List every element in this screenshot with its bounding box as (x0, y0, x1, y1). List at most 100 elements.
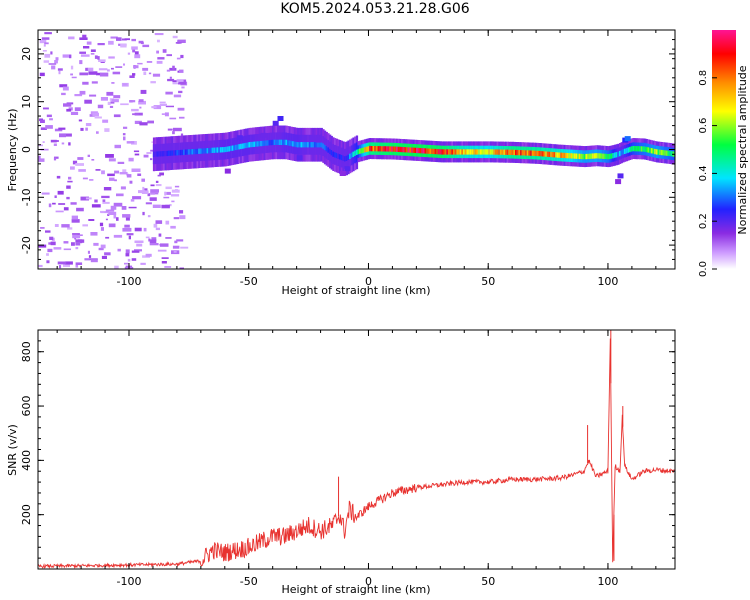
spectrogram-noise-cell (70, 73, 73, 76)
spectrogram-noise-cell (64, 133, 72, 137)
spectrogram-noise-cell (83, 46, 90, 49)
spectrogram-ridge-core (478, 149, 481, 155)
spectrogram-ridge-core (295, 141, 298, 148)
spectrogram-ridge-core (357, 149, 360, 155)
spectrogram-ridge-core (325, 146, 328, 152)
spectrogram-ridge-core (662, 150, 665, 156)
spectrogram-ridge-core (198, 148, 201, 154)
spectrogram-ridge-core (481, 149, 484, 155)
spectrogram-noise-cell (91, 81, 98, 84)
spectrogram-noise-cell (114, 144, 121, 149)
spectrogram-ridge-core (203, 148, 206, 154)
spectrogram-noise-cell (176, 239, 184, 242)
spectrogram-ridge-core (196, 148, 199, 155)
spectrogram-noise-cell (140, 41, 144, 45)
spectrogram-ridge-core (630, 146, 633, 152)
spectrogram-y-ticks: -20 -10 0 10 20 (20, 29, 675, 270)
spectrogram-noise-cell (71, 76, 77, 79)
spectrogram-noise-cell (134, 227, 142, 232)
spectrogram-ridge-core (364, 147, 367, 153)
spectrogram-noise-cell (87, 67, 94, 71)
spectrogram-ridge-core (459, 149, 462, 155)
spectrogram-ridge-core (610, 153, 613, 159)
spectrogram-ridge-core (659, 149, 662, 155)
snr-plot-area (38, 330, 675, 569)
spectrogram-ridge-core (587, 153, 590, 160)
spectrogram-noise-cell (90, 49, 96, 52)
spectrogram-ridge-core (164, 150, 167, 157)
spectrogram-noise-cell (164, 191, 167, 196)
spectrogram-noise-cell (173, 94, 182, 98)
spectrogram-ridge-core (479, 149, 483, 155)
spectrogram-ridge-core (553, 152, 556, 158)
spectrogram-ridge-core (302, 142, 305, 148)
spectrogram-noise-cell (71, 242, 75, 246)
spectrogram-noise-cell (116, 193, 124, 197)
spectrogram-ridge-core (650, 148, 654, 154)
spectrogram-noise-cell (159, 172, 164, 176)
spectrogram-ridge-core (515, 149, 518, 156)
spectrogram-ridge-core (230, 145, 233, 152)
spectrogram-ridge-core (404, 147, 407, 153)
spectrogram-ridge-core (305, 142, 308, 148)
spectrogram-ridge-core (303, 142, 307, 148)
spectrogram-noise-cell (142, 44, 150, 48)
spectrogram-noise-speckle (38, 32, 189, 269)
spectrogram-ridge-core (340, 154, 343, 161)
spectrogram-noise-cell (67, 227, 73, 230)
spectrogram-noise-cell (98, 68, 108, 71)
spectrogram-ridge-core (245, 142, 248, 149)
spectrogram-ridge-core (506, 149, 509, 155)
spectrogram-ridge-core (416, 147, 419, 154)
spectrogram-ridge-core (654, 148, 657, 155)
spectrogram-noise-cell (89, 94, 97, 97)
spectrogram-ridge-core (444, 149, 447, 155)
spectrogram-noise-cell (58, 127, 66, 130)
spectrogram-x-tick-label: 0 (365, 275, 372, 288)
spectrogram-noise-cell (132, 196, 142, 200)
spectrogram-noise-cell (46, 114, 52, 118)
spectrogram-noise-cell (119, 172, 128, 175)
spectrogram-noise-cell (59, 265, 62, 269)
spectrogram-ridge-core (215, 147, 218, 153)
spectrogram-ridge-core (204, 148, 208, 154)
spectrogram-noise-cell (84, 99, 92, 104)
spectrogram-ridge-core (474, 149, 478, 155)
spectrogram-ridge-core (263, 140, 266, 146)
spectrogram-y-tick-label: -20 (20, 236, 33, 254)
spectrogram-ridge-core (627, 147, 630, 153)
spectrogram-noise-cell (79, 90, 86, 95)
spectrogram-ridge-core (568, 153, 571, 159)
spectrogram-noise-cell (100, 211, 109, 214)
spectrogram-ridge-core (505, 149, 508, 155)
spectrogram-noise-cell (120, 103, 129, 106)
spectrogram-noise-cell (126, 233, 134, 236)
spectrogram-noise-cell (143, 227, 147, 232)
spectrogram-noise-cell (106, 91, 114, 96)
spectrogram-noise-cell (124, 262, 129, 265)
spectrogram-noise-cell (161, 261, 167, 264)
spectrogram-noise-cell (166, 54, 172, 57)
spectrogram-ridge-blob (272, 120, 279, 126)
spectrogram-ridge-core (642, 146, 645, 152)
spectrogram-noise-cell (53, 157, 57, 161)
spectrogram-ridge-core (536, 150, 540, 157)
spectrogram-ridge-core (191, 149, 194, 155)
spectrogram-ridge-core (670, 151, 674, 157)
spectrogram-noise-cell (79, 60, 83, 65)
spectrogram-ridge-core (312, 142, 315, 148)
spectrogram-noise-cell (91, 204, 101, 208)
spectrogram-noise-cell (132, 49, 136, 53)
spectrogram-ridge-core (466, 149, 469, 155)
spectrogram-noise-cell (92, 112, 99, 117)
spectrogram-noise-cell (138, 99, 144, 103)
spectrogram-ridge-core (419, 148, 422, 154)
spectrogram-ridge-core (246, 142, 250, 148)
spectrogram-noise-cell (63, 103, 72, 107)
spectrogram-ridge-core (551, 152, 555, 158)
spectrogram-noise-cell (122, 133, 126, 136)
spectrogram-noise-cell (122, 214, 131, 218)
spectrogram-noise-cell (131, 168, 141, 172)
spectrogram-noise-cell (175, 189, 178, 192)
spectrogram-ridge-core (602, 153, 605, 159)
